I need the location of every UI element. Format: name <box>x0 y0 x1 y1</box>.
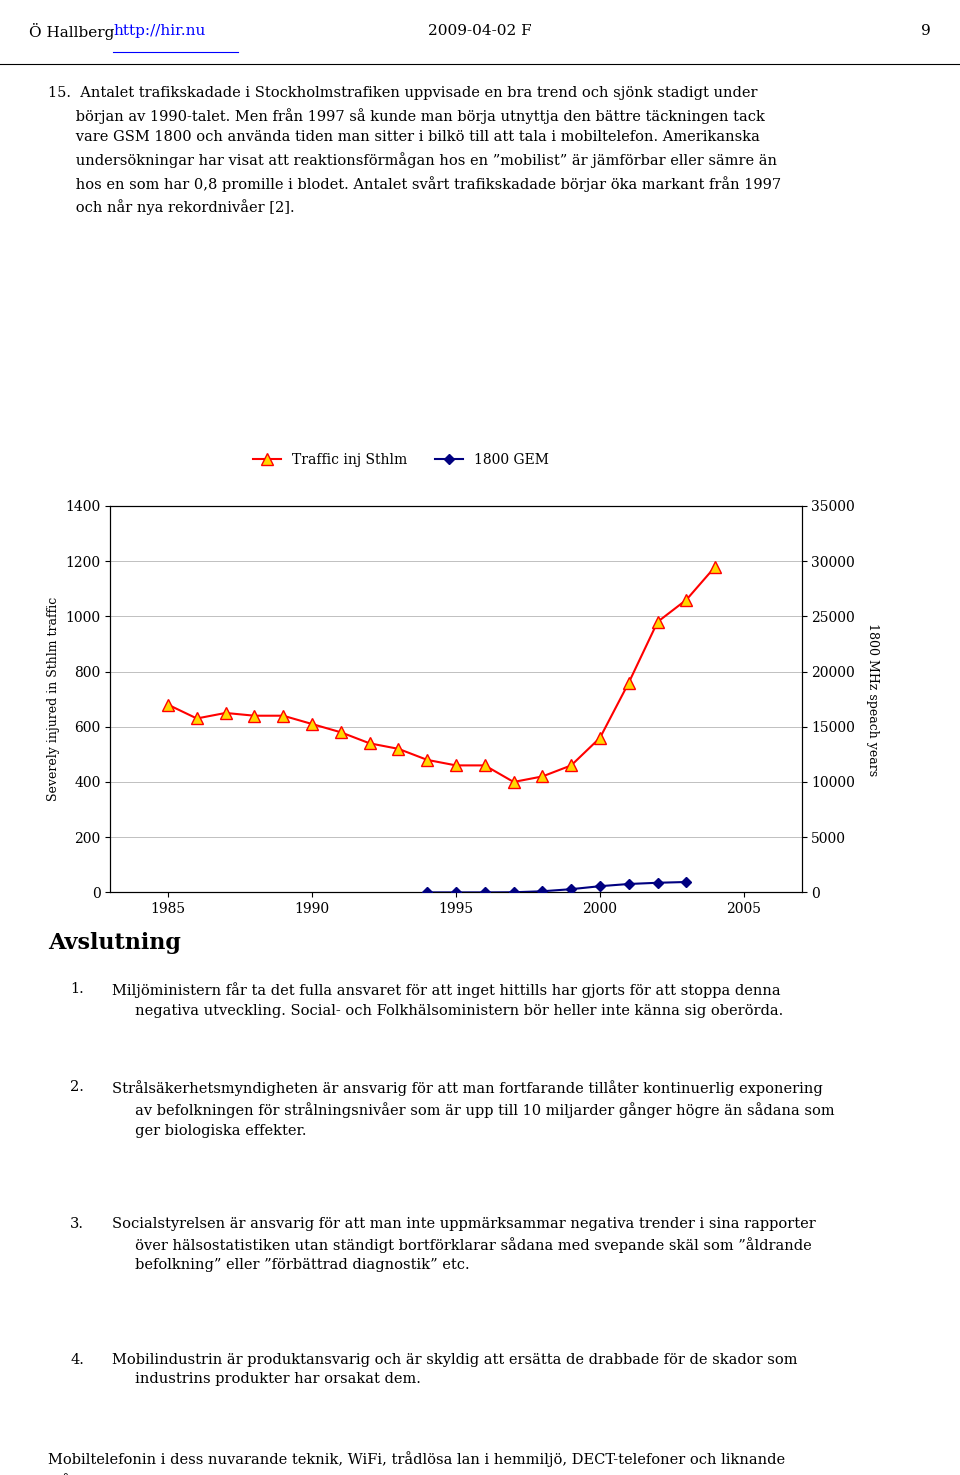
Legend: Traffic inj Sthlm, 1800 GEM: Traffic inj Sthlm, 1800 GEM <box>248 447 554 472</box>
Text: 4.: 4. <box>70 1353 84 1367</box>
Text: Socialstyrelsen är ansvarig för att man inte uppmärksammar negativa trender i si: Socialstyrelsen är ansvarig för att man … <box>111 1217 815 1273</box>
Text: Mobiltelefonin i dess nuvarande teknik, WiFi, trådlösa lan i hemmiljö, DECT-tele: Mobiltelefonin i dess nuvarande teknik, … <box>48 1451 785 1475</box>
Text: 3.: 3. <box>70 1217 84 1230</box>
Y-axis label: 1800 MHz speach years: 1800 MHz speach years <box>866 622 879 776</box>
Text: 2.: 2. <box>70 1080 84 1094</box>
Text: Avslutning: Avslutning <box>48 932 180 954</box>
Text: Ö Hallberg: Ö Hallberg <box>29 22 119 40</box>
Text: http://hir.nu: http://hir.nu <box>113 24 205 38</box>
Text: Mobilindustrin är produktansvarig och är skyldig att ersätta de drabbade för de : Mobilindustrin är produktansvarig och är… <box>111 1353 797 1386</box>
Text: Strålsäkerhetsmyndigheten är ansvarig för att man fortfarande tillåter kontinuer: Strålsäkerhetsmyndigheten är ansvarig fö… <box>111 1080 834 1137</box>
Text: 9: 9 <box>922 24 931 38</box>
Text: 2009-04-02 F: 2009-04-02 F <box>428 24 532 38</box>
Text: 15.  Antalet trafikskadade i Stockholmstrafiken uppvisade en bra trend och sjönk: 15. Antalet trafikskadade i Stockholmstr… <box>48 86 781 215</box>
Text: Miljöministern får ta det fulla ansvaret för att inget hittills har gjorts för a: Miljöministern får ta det fulla ansvaret… <box>111 982 782 1018</box>
Y-axis label: Severely injured in Sthlm traffic: Severely injured in Sthlm traffic <box>47 597 60 801</box>
Text: 1.: 1. <box>70 982 84 996</box>
